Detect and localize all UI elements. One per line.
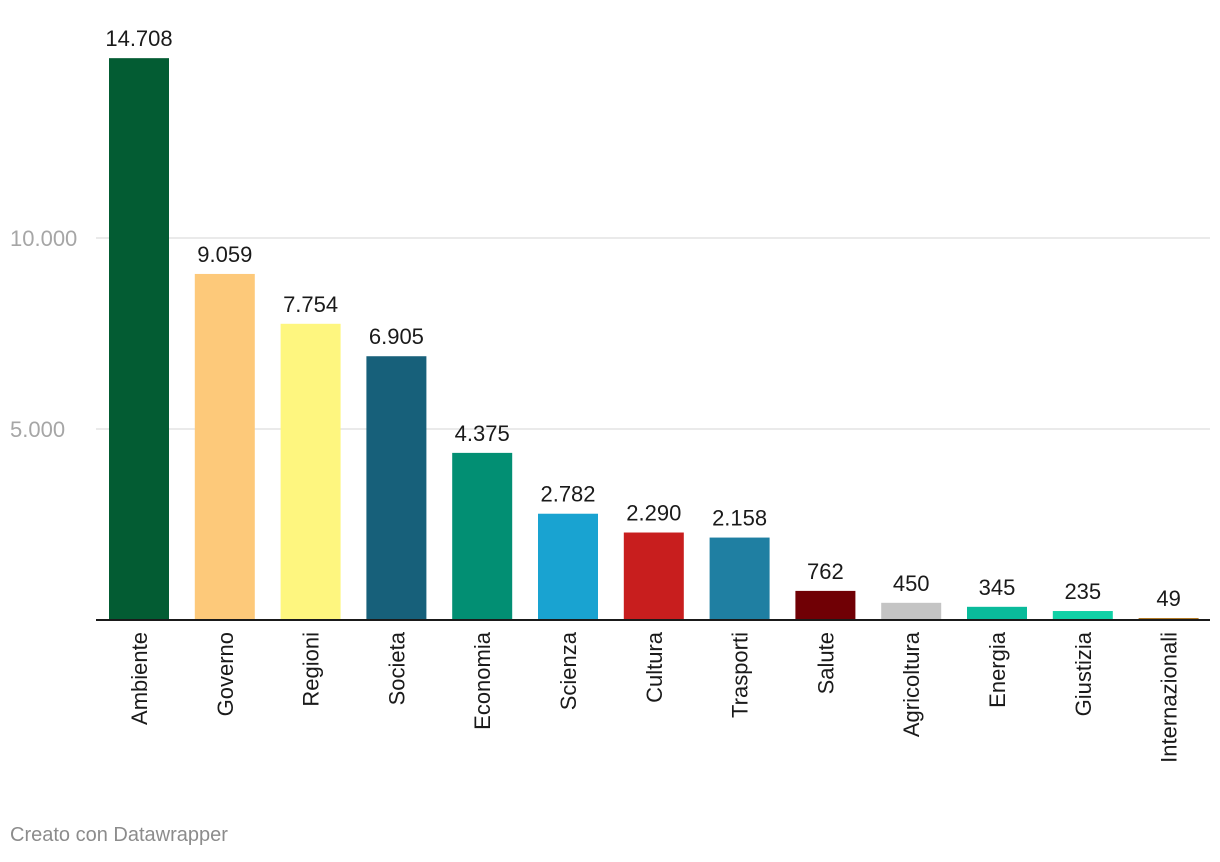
bar-regioni: [280, 323, 341, 620]
category-label: Internazionali: [1157, 632, 1182, 763]
bar-trasporti: [709, 537, 770, 620]
value-label: 235: [1064, 579, 1101, 604]
x-axis-category-labels: Ambiente Governo Regioni Societa Economia Sci…: [127, 631, 1182, 763]
value-label: 4.375: [455, 421, 510, 446]
value-label: 2.290: [626, 501, 681, 526]
bar-economia: [452, 452, 513, 620]
value-label: 450: [893, 571, 930, 596]
category-label: Trasporti: [728, 632, 753, 718]
bar-ambiente: [109, 58, 169, 620]
category-label: Economia: [470, 631, 495, 730]
bar-giustizia: [1052, 611, 1113, 620]
category-label: Societa: [384, 631, 409, 705]
value-label: 345: [979, 575, 1016, 600]
category-label: Agricoltura: [899, 631, 924, 737]
bar-societa: [366, 356, 427, 620]
y-axis-tick-labels: 5.000 10.000: [10, 226, 77, 442]
bars: [109, 58, 1199, 620]
value-label: 2.782: [540, 482, 595, 507]
bar-cultura: [623, 532, 684, 620]
y-tick-label: 5.000: [10, 417, 65, 442]
value-label: 6.905: [369, 324, 424, 349]
category-label: Cultura: [642, 631, 667, 703]
value-label: 2.158: [712, 506, 767, 531]
bar-agricoltura: [881, 602, 942, 620]
category-label: Ambiente: [127, 632, 152, 725]
bar-salute: [795, 590, 856, 620]
gridlines: [96, 237, 1210, 430]
category-label: Scienza: [556, 631, 581, 710]
value-label: 762: [807, 559, 844, 584]
value-label: 7.754: [283, 292, 338, 317]
bar-energia: [967, 606, 1027, 620]
bar-governo: [194, 273, 255, 620]
category-label: Energia: [985, 631, 1010, 708]
category-label: Salute: [813, 632, 838, 694]
bar-scienza: [538, 513, 598, 620]
category-label: Giustizia: [1071, 631, 1096, 716]
value-label: 14.708: [105, 26, 172, 51]
category-label: Regioni: [299, 632, 324, 707]
y-tick-label: 10.000: [10, 226, 77, 251]
datawrapper-credit: Creato con Datawrapper: [10, 824, 228, 846]
value-label: 49: [1156, 586, 1180, 611]
value-label: 9.059: [197, 242, 252, 267]
category-label: Governo: [213, 632, 238, 716]
value-labels: 14.708 9.059 7.754 6.905 4.375 2.782 2.290 2.15…: [105, 26, 1180, 611]
